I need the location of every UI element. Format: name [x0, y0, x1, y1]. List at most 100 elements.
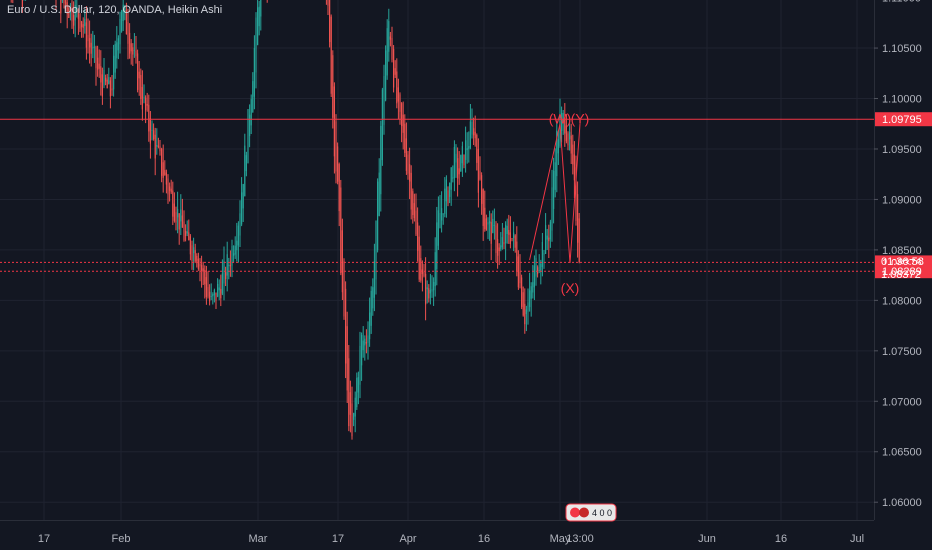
candle-body — [137, 53, 139, 90]
candle-body — [79, 14, 81, 29]
candle-body — [332, 55, 334, 118]
candle-body — [455, 153, 457, 163]
candle-body — [330, 16, 332, 94]
candle-body — [66, 2, 68, 14]
candle-body — [205, 277, 207, 297]
candle-body — [153, 130, 155, 140]
candle-body — [242, 184, 244, 209]
wave-label-y[interactable]: (Y) — [571, 111, 590, 127]
candle-body — [460, 155, 462, 172]
candle-body — [116, 42, 118, 59]
candle-body — [335, 121, 337, 172]
candle-body — [561, 112, 563, 131]
candle-body — [511, 238, 513, 240]
events-badge[interactable] — [565, 503, 617, 522]
candle-body — [337, 146, 339, 182]
candle-body — [63, 0, 65, 4]
candle-body — [213, 289, 215, 296]
x-tick-label: 13:00 — [566, 533, 594, 545]
candle-body — [428, 288, 430, 299]
candle-body — [397, 87, 399, 102]
candle-body — [468, 146, 470, 150]
candle-body — [197, 258, 199, 269]
candle-body — [466, 148, 468, 151]
candle-body — [209, 291, 211, 302]
candle-body — [140, 74, 142, 100]
wave-path[interactable] — [529, 123, 581, 264]
candle-body — [341, 230, 343, 293]
candle-body — [60, 0, 62, 14]
candle-body — [404, 123, 406, 153]
candle-body — [191, 245, 193, 261]
candle-body — [100, 66, 102, 83]
candle-body — [564, 117, 566, 134]
price-tag-1.08289 — [875, 264, 932, 279]
candle-body — [121, 10, 123, 32]
candle-body — [73, 15, 75, 26]
candle-body — [111, 88, 113, 91]
candle-body — [442, 213, 444, 215]
candle-body — [143, 97, 145, 99]
candle-body — [548, 237, 550, 242]
candle-body — [514, 235, 516, 248]
candle-body — [170, 188, 172, 193]
horizontal-lines[interactable] — [0, 118, 874, 272]
candle-body — [562, 113, 564, 122]
wave-label-x[interactable]: (X) — [561, 280, 580, 296]
wave-annotation[interactable]: (W) (X) (Y) — [529, 111, 590, 297]
y-tick-label: 1.11000 — [882, 0, 921, 5]
candle-body — [169, 186, 171, 191]
candle-body — [525, 309, 527, 315]
candle-body — [505, 224, 507, 244]
candle-body — [359, 345, 361, 385]
candle-body — [351, 403, 353, 437]
candle-body — [196, 255, 198, 262]
candle-body — [383, 76, 385, 125]
candle-body — [370, 290, 372, 326]
candle-body — [87, 35, 89, 42]
candle-body — [346, 326, 348, 391]
x-tick-label: Jun — [698, 533, 716, 545]
candle-body — [133, 50, 135, 52]
candle-body — [545, 225, 547, 254]
candle-body — [77, 9, 79, 19]
wave-label-w[interactable]: (W) — [549, 111, 572, 127]
candle-body — [98, 63, 100, 69]
candle-body — [423, 271, 425, 277]
candle-body — [141, 87, 143, 110]
candle-body — [546, 235, 548, 240]
candle-body — [181, 215, 183, 228]
candle-body — [354, 397, 356, 417]
candle-body — [503, 242, 505, 245]
price-tag-1.09795 — [875, 112, 932, 127]
candle-body — [145, 97, 147, 111]
candle-body — [420, 258, 422, 281]
candle-body — [393, 48, 395, 88]
candle-body — [485, 218, 487, 231]
candle-body — [257, 7, 259, 45]
x-tick-label: 17 — [38, 533, 50, 545]
candle-body — [218, 287, 220, 291]
candle-body — [549, 221, 551, 240]
candle-body — [474, 131, 476, 139]
candle-body — [220, 288, 222, 299]
x-tick-label: Apr — [399, 533, 416, 545]
candle-body — [508, 229, 510, 235]
countdown-text: 01:36:58 — [881, 256, 924, 268]
candle-body — [109, 80, 111, 97]
candle-body — [71, 8, 73, 22]
candle-body — [353, 413, 355, 420]
candle-body — [519, 271, 521, 284]
candle-body — [226, 254, 228, 276]
events-badge[interactable]: 4 0 0 — [565, 503, 617, 522]
candle-body — [172, 190, 174, 217]
candle-body — [117, 38, 119, 51]
candle-body — [234, 245, 236, 255]
x-tick-label: Feb — [112, 533, 131, 545]
symbol-title[interactable]: Euro / U.S. Dollar, 120, OANDA, Heikin A… — [7, 4, 223, 16]
candle-body — [157, 145, 159, 147]
candle-body — [148, 104, 150, 132]
candle-body — [357, 376, 359, 393]
candle-body — [127, 21, 129, 44]
